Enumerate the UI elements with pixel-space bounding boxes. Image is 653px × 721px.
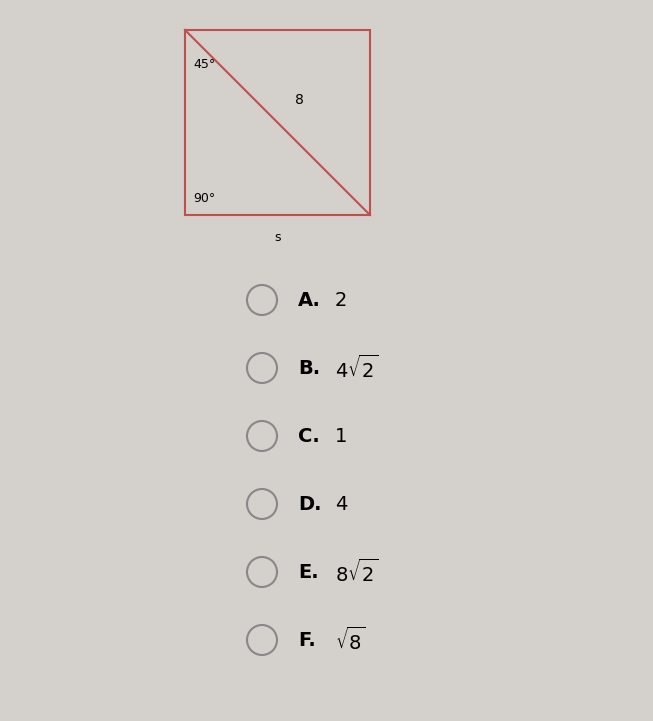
Text: 4: 4 [335,495,347,513]
Text: 45°: 45° [193,58,215,71]
Text: s: s [274,231,281,244]
Text: E.: E. [298,562,319,582]
Text: D.: D. [298,495,321,513]
Text: $8\sqrt{2}$: $8\sqrt{2}$ [335,558,378,585]
Text: 1: 1 [335,427,347,446]
Text: 90°: 90° [193,192,215,205]
Bar [185,30,370,215]
Text: B.: B. [298,358,320,378]
Text: F.: F. [298,630,316,650]
Text: $4\sqrt{2}$: $4\sqrt{2}$ [335,354,378,381]
Text: $\sqrt{8}$: $\sqrt{8}$ [335,627,366,654]
Text: 2: 2 [335,291,347,309]
Text: C.: C. [298,427,320,446]
Text: A.: A. [298,291,321,309]
Text: 8: 8 [295,93,304,107]
